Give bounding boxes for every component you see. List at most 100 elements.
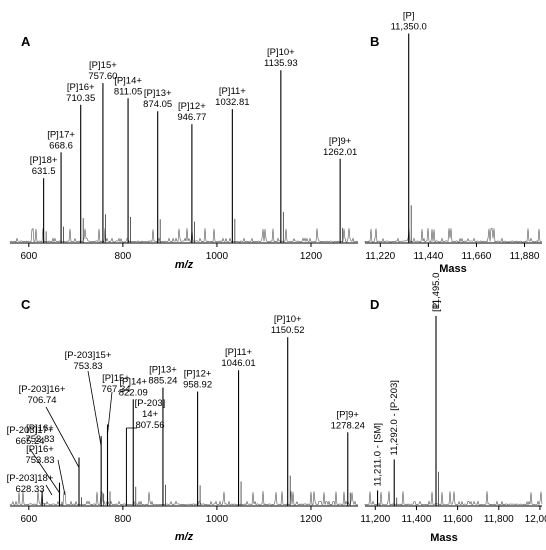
peak-label-line: [P]15+ — [102, 373, 130, 384]
peak-label-line: [P]9+ — [337, 409, 360, 420]
peak-label: [P]9+ 1278.24 — [331, 409, 365, 431]
peak-label-line: 767.34 — [101, 384, 130, 395]
peak-label-line: [P]16+ — [67, 82, 95, 93]
peak-label-line: 753.83 — [25, 434, 54, 445]
peak-label-line: [P]13+ — [149, 365, 177, 376]
x-tick-label: 11,440 — [413, 251, 443, 262]
x-tick-label: 11,400 — [402, 514, 432, 525]
x-tick-label: 11,600 — [443, 514, 473, 525]
x-axis-label: Mass — [439, 263, 467, 275]
peak-label-line: 822.09 — [119, 387, 148, 398]
peak-label-line: [P] — [431, 300, 442, 312]
peak-label-line: [P-203]18+ — [7, 473, 54, 484]
label-leader-line — [45, 406, 80, 468]
x-tick-label: 1000 — [206, 251, 229, 262]
peak-label-line: 14+ — [142, 409, 159, 420]
peak-label-line: 628.33 — [15, 484, 44, 495]
peak-label: [P]16+ 710.35 — [66, 82, 95, 104]
noise-trace — [9, 228, 359, 243]
panel-letter: B — [370, 34, 379, 49]
x-tick-label: 11,220 — [365, 251, 395, 262]
peak-label-line: 753.83 — [25, 455, 54, 466]
peak-label: [P]17+ 668.6 — [47, 129, 75, 151]
peak-label-line: 1032.81 — [215, 97, 249, 108]
spectrum-panel-b: 11,220 11,440 11,660 11,880 Mass B [P] 11,350.0 — [364, 10, 543, 275]
peak-label-line: 1262.01 — [323, 147, 357, 158]
x-tick-label: 600 — [20, 514, 37, 525]
peak-label: [P]13+ 885.24 — [148, 365, 177, 387]
panel-letter: A — [21, 34, 31, 49]
peak-label-line: 1135.93 — [264, 58, 298, 69]
peak-label-line: [P]11+ — [219, 86, 246, 97]
spectrum-panel-a: 600 800 1000 1200 m/z A [P]18+ 631.5 [P]17+ 668.6… — [9, 34, 359, 271]
peak-label-line: [P]15+ — [89, 60, 117, 71]
peak-label-line: [P] — [403, 10, 415, 21]
peak-label: [P]16+ 753.83 — [25, 444, 54, 466]
label-leader-line — [107, 391, 113, 435]
peak-label-line: [P]13+ — [144, 88, 172, 99]
x-axis-label: m/z — [175, 259, 194, 271]
label-leader-line — [29, 448, 60, 493]
x-tick-label: 11,200 — [360, 514, 390, 525]
peak-label-line: 1278.24 — [331, 420, 365, 431]
panel-letter: D — [370, 297, 379, 312]
noise-trace — [364, 491, 543, 506]
peak-label-line: 807.56 — [135, 420, 164, 431]
peak-label: 11,211.0 - [SM] — [373, 423, 384, 487]
peak-label: [P-203]18+ 628.33 — [7, 473, 54, 495]
peak-label-line: 946.77 — [177, 112, 206, 123]
peak-label-line: [P]14+ — [114, 75, 142, 86]
peak-label: [P]18+ 631.5 — [30, 155, 58, 177]
peak-label-line: [P]11+ — [225, 347, 252, 358]
peak-label-line: 885.24 — [148, 376, 177, 387]
peak-label-line: 706.74 — [27, 395, 56, 406]
peak-label-line: [P]9+ — [329, 136, 352, 147]
label-leader-line — [87, 370, 102, 447]
spectrum-panel-d: 11,200 11,400 11,600 11,800 12,000 Mass D 11,21… — [360, 273, 546, 544]
peak-label-line: [P-203] — [135, 398, 166, 409]
peak-label-line: [P]16+ — [26, 423, 54, 434]
x-axis-label: Mass — [430, 532, 458, 544]
panel-letter: C — [21, 297, 31, 312]
peak-label: 11,292.0 - [P-203] — [389, 380, 400, 455]
peak-label-line: 874.05 — [143, 99, 172, 110]
peak-label: [P]14+ 822.09 — [119, 376, 148, 398]
label-leader-line — [57, 459, 66, 496]
peak-label-line: [P]16+ — [26, 444, 54, 455]
peak-label-line: 958.92 — [183, 380, 212, 391]
noise-trace — [364, 227, 543, 243]
peak-label: [P]12+ 958.92 — [183, 369, 212, 391]
peak-label-line: 1150.52 — [271, 325, 305, 336]
peak-label: [P]11+ 1046.01 — [221, 347, 255, 369]
peak-label: [P]13+ 874.05 — [143, 88, 172, 110]
peak-label-line: 1046.01 — [221, 358, 255, 369]
peak-label-line: 668.6 — [49, 140, 73, 151]
peak-label: [P]10+ 1135.93 — [264, 47, 298, 69]
peak-label: [P-203]16+ 706.74 — [19, 384, 66, 406]
peak-label: [P-203]15+ 753.83 — [65, 350, 112, 372]
peak-label-line: [P]12+ — [178, 101, 206, 112]
x-tick-label: 11,660 — [462, 251, 492, 262]
peak-label-line: [P]14+ — [119, 376, 147, 387]
peak-label-line: 753.83 — [73, 361, 102, 372]
x-tick-label: 1000 — [206, 514, 229, 525]
peak-label: [P-203] 14+ 807.56 — [135, 398, 166, 431]
peak-label-line: [P]12+ — [184, 369, 212, 380]
peak-label: [P]11,495.0 — [431, 273, 442, 312]
peak-label: [P]12+ 946.77 — [177, 101, 206, 123]
x-tick-label: 11,800 — [484, 514, 514, 525]
x-tick-label: 11,880 — [510, 251, 540, 262]
label-leader-line — [45, 484, 53, 496]
x-axis-label: m/z — [175, 531, 194, 543]
x-tick-label: 600 — [20, 251, 37, 262]
peak-label-line: 665.24 — [15, 436, 44, 447]
peak-label: [P-203]17+ 665.24 — [7, 425, 54, 447]
peak-label: [P]15+ 757.60 — [88, 60, 117, 82]
peak-label: [P]11+ 1032.81 — [215, 86, 249, 108]
peak-label: [P] 11,350.0 — [391, 10, 427, 32]
noise-trace — [9, 490, 359, 506]
peak-label-line: [P]10+ — [274, 314, 302, 325]
peak-label-line: 11,350.0 — [391, 21, 427, 32]
